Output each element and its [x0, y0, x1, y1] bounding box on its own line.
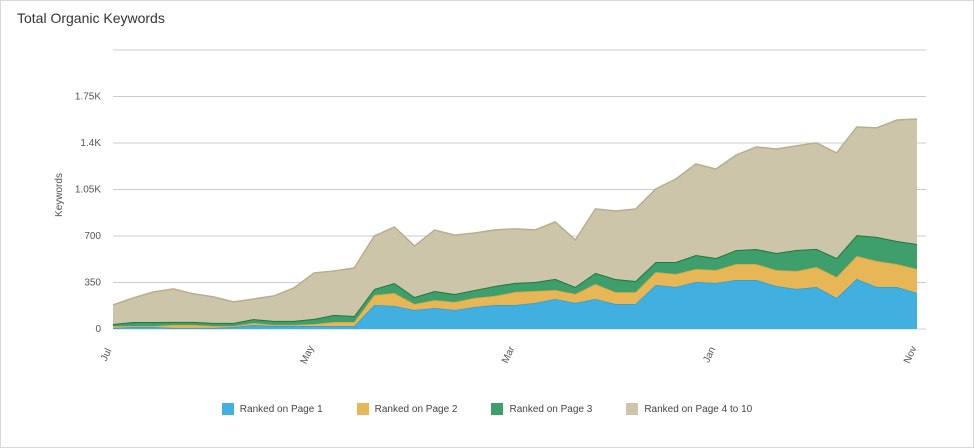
legend-label: Ranked on Page 4 to 10 [644, 403, 753, 415]
y-tick-label: 0 [95, 324, 101, 335]
legend-label: Ranked on Page 2 [374, 403, 458, 415]
legend-swatch [221, 403, 234, 415]
chart-title: Total Organic Keywords [17, 10, 165, 26]
area-series-4 [113, 118, 917, 324]
line-series-3 [112, 234, 918, 325]
y-tick-label: 700 [84, 231, 101, 242]
legend-item[interactable]: Ranked on Page 2 [356, 403, 458, 415]
legend-swatch [626, 403, 639, 415]
y-axis-label: Keywords [54, 173, 65, 217]
legend-item[interactable]: Ranked on Page 4 to 10 [626, 403, 752, 415]
legend-item[interactable]: Ranked on Page 3 [491, 403, 592, 415]
y-tick-label: 1.05K [75, 185, 101, 196]
x-tick-label: Mar [500, 344, 518, 365]
legend-swatch [491, 403, 504, 415]
x-tick-label: Jan [701, 345, 718, 364]
legend-label: Ranked on Page 1 [239, 403, 323, 415]
y-tick-label: 350 [84, 278, 101, 289]
y-tick-label: 1.4K [80, 138, 101, 149]
x-tick-label: Nov [902, 345, 919, 366]
y-tick-label: 1.75K [75, 92, 101, 103]
x-tick-label: May [299, 344, 317, 366]
line-series-4 [112, 118, 918, 306]
legend: Ranked on Page 1 Ranked on Page 2 Ranked o… [0, 403, 974, 415]
legend-label: Ranked on Page 3 [509, 403, 593, 415]
legend-swatch [356, 403, 369, 415]
legend-item[interactable]: Ranked on Page 1 [221, 403, 323, 415]
area-series-1 [113, 279, 917, 329]
x-tick-label: Jul [99, 347, 114, 363]
